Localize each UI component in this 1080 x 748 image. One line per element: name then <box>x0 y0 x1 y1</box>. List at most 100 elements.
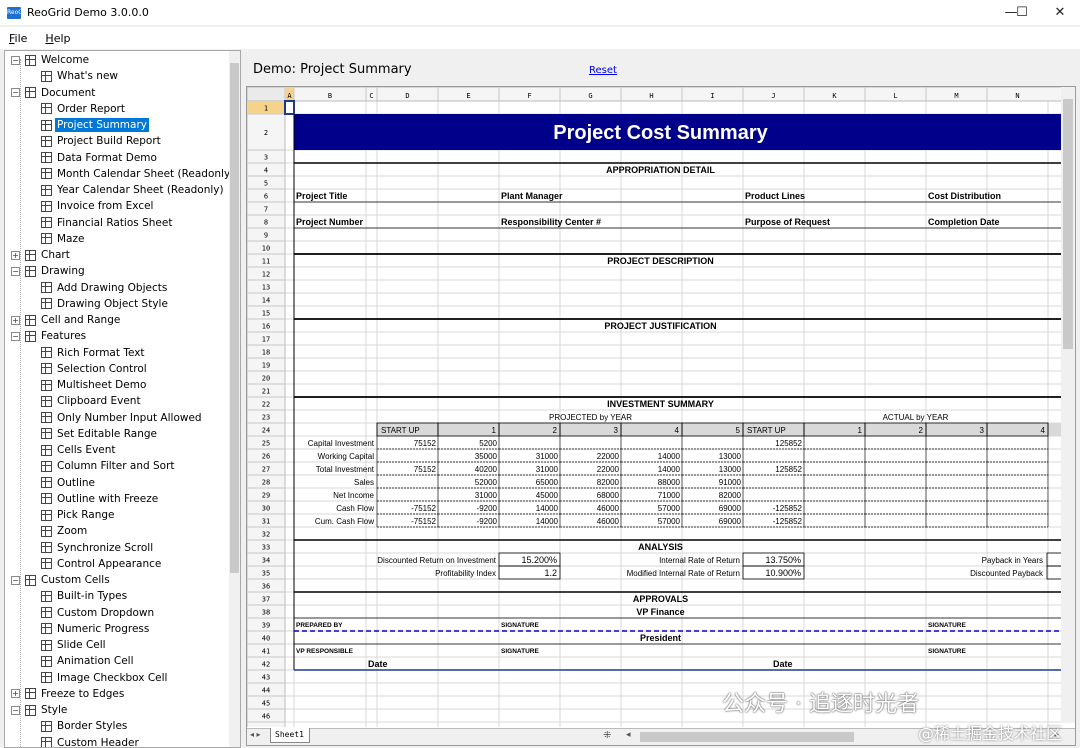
grid-horizontal-scrollbar-thumb[interactable] <box>640 732 854 742</box>
tree-item-column-filter-and-sort[interactable]: Column Filter and Sort <box>5 458 230 474</box>
sheet-icon <box>25 54 36 66</box>
expand-icon[interactable]: + <box>11 689 20 699</box>
tree-item-year-calendar-sheet-readonly[interactable]: Year Calendar Sheet (Readonly) <box>5 182 230 198</box>
analysis-value-box[interactable] <box>742 565 805 580</box>
investment-value: -75152 <box>411 504 436 513</box>
tree-scrollbar[interactable] <box>229 51 240 747</box>
analysis-label: Discounted Payback <box>970 569 1044 578</box>
active-column-header[interactable] <box>285 87 294 101</box>
expand-icon[interactable]: + <box>11 250 20 260</box>
tree-item-what-s-new[interactable]: What's new <box>5 68 230 84</box>
collapse-icon[interactable]: − <box>11 575 20 585</box>
tree-item-invoice-from-excel[interactable]: Invoice from Excel <box>5 198 230 214</box>
tree-item-control-appearance[interactable]: Control Appearance <box>5 556 230 572</box>
watermark-text: 公众号 · 追逐时光者 <box>722 692 919 717</box>
sheet-icon <box>41 493 52 505</box>
tree-item-label: Multisheet Demo <box>57 379 147 392</box>
grid-vertical-scrollbar[interactable] <box>1061 87 1075 723</box>
tree-item-rich-format-text[interactable]: Rich Format Text <box>5 345 230 361</box>
sheet-tab[interactable]: Sheet1 <box>270 728 310 743</box>
scroll-left-icon[interactable]: ◂ <box>626 730 631 740</box>
tree-item-multisheet-demo[interactable]: Multisheet Demo <box>5 377 230 393</box>
reset-link[interactable]: Reset <box>589 65 617 76</box>
menu-file[interactable]: File <box>9 31 28 45</box>
collapse-icon[interactable]: − <box>11 88 20 98</box>
tree-item-zoom[interactable]: Zoom <box>5 523 230 539</box>
tree-item-document[interactable]: − Document <box>5 85 230 101</box>
tree-item-project-build-report[interactable]: Project Build Report <box>5 133 230 149</box>
tree-item-slide-cell[interactable]: Slide Cell <box>5 637 230 653</box>
tree-item-synchronize-scroll[interactable]: Synchronize Scroll <box>5 540 230 556</box>
investment-header-label: 5 <box>736 426 741 435</box>
tree-item-set-editable-range[interactable]: Set Editable Range <box>5 426 230 442</box>
tree-item-outline-with-freeze[interactable]: Outline with Freeze <box>5 491 230 507</box>
sheet-nav-arrows-icon[interactable]: ◂ ▸ <box>250 730 261 739</box>
selected-cell[interactable] <box>284 100 295 115</box>
tree-item-drawing[interactable]: − Drawing <box>5 263 230 279</box>
close-button[interactable]: ✕ <box>1054 5 1066 20</box>
expand-icon[interactable]: + <box>11 315 20 325</box>
row-header-12: 12 <box>262 271 270 279</box>
grid-canvas[interactable]: A B C D E F G H I J K L M N12345678910111213141516171… <box>247 87 1076 727</box>
tree-item-clipboard-event[interactable]: Clipboard Event <box>5 393 230 409</box>
menu-help[interactable]: Help <box>45 31 71 45</box>
tree-item-features[interactable]: − Features <box>5 328 230 344</box>
tree-item-chart[interactable]: + Chart <box>5 247 230 263</box>
collapse-icon[interactable]: − <box>11 266 20 276</box>
sheet-resize-grip-icon[interactable]: ⁜ <box>603 730 612 741</box>
tree-item-month-calendar-sheet-readonly[interactable]: Month Calendar Sheet (Readonly) <box>5 166 234 182</box>
tree-item-label: Drawing Object Style <box>57 297 168 310</box>
tree-item-border-styles[interactable]: Border Styles <box>5 718 230 734</box>
tree-item-selection-control[interactable]: Selection Control <box>5 361 230 377</box>
prepared-by-label: PREPARED BY <box>296 622 343 629</box>
signature-label: SIGNATURE <box>501 648 539 655</box>
tree-item-numeric-progress[interactable]: Numeric Progress <box>5 621 230 637</box>
tree-item-welcome[interactable]: − Welcome <box>5 52 230 68</box>
tree-item-drawing-object-style[interactable]: Drawing Object Style <box>5 296 230 312</box>
tree-item-animation-cell[interactable]: Animation Cell <box>5 653 230 669</box>
investment-value: 88000 <box>658 478 681 487</box>
tree-item-maze[interactable]: Maze <box>5 231 230 247</box>
tree-item-custom-dropdown[interactable]: Custom Dropdown <box>5 605 230 621</box>
tree-item-cells-event[interactable]: Cells Event <box>5 442 230 458</box>
tree-item-financial-ratios-sheet[interactable]: Financial Ratios Sheet <box>5 215 230 231</box>
sheet-icon <box>41 217 52 229</box>
tree-item-outline[interactable]: Outline <box>5 475 230 491</box>
tree-item-pick-range[interactable]: Pick Range <box>5 507 230 523</box>
spreadsheet-grid[interactable]: A B C D E F G H I J K L M N 1 2 3 4 5 6 7 8 9 10 11 12 13 14 15 16 17 1… <box>246 86 1076 746</box>
tree-item-freeze-to-edges[interactable]: + Freeze to Edges <box>5 686 230 702</box>
row-header-41: 41 <box>262 648 270 656</box>
tree-item-style[interactable]: − Style <box>5 702 230 718</box>
collapse-icon[interactable]: − <box>11 705 20 715</box>
tree-item-custom-cells[interactable]: − Custom Cells <box>5 572 230 588</box>
row-header-46: 46 <box>262 713 270 721</box>
row-header-5: 5 <box>264 180 268 188</box>
tree-scrollbar-thumb[interactable] <box>230 63 239 573</box>
tree-item-only-number-input-allowed[interactable]: Only Number Input Allowed <box>5 410 230 426</box>
column-header-d: D <box>405 92 409 100</box>
tree-item-label: Project Build Report <box>57 135 161 148</box>
analysis-value-box[interactable] <box>498 565 561 580</box>
tree-item-data-format-demo[interactable]: Data Format Demo <box>5 150 230 166</box>
sheet-icon <box>41 639 52 651</box>
collapse-icon[interactable]: − <box>11 331 20 341</box>
active-row-header[interactable] <box>247 101 285 114</box>
tree-item-cell-and-range[interactable]: + Cell and Range <box>5 312 230 328</box>
sheet-icon <box>41 184 52 196</box>
tree-item-image-checkbox-cell[interactable]: Image Checkbox Cell <box>5 670 230 686</box>
corner-select-all[interactable] <box>247 87 286 102</box>
minimize-button[interactable]: — <box>1004 5 1018 20</box>
grid-vertical-scrollbar-thumb[interactable] <box>1063 99 1073 349</box>
tree-item-custom-header[interactable]: Custom Header <box>5 735 230 747</box>
tree-item-add-drawing-objects[interactable]: Add Drawing Objects <box>5 280 230 296</box>
tree-item-project-summary[interactable]: Project Summary <box>5 117 230 133</box>
tree-item-order-report[interactable]: Order Report <box>5 101 230 117</box>
tree-item-label: Document <box>41 86 96 99</box>
investment-row-label: Cash Flow <box>336 504 374 513</box>
scroll-right-icon[interactable]: ▸ <box>1054 730 1059 740</box>
investment-value: 52000 <box>475 478 498 487</box>
grid-horizontal-scrollbar[interactable]: ◂ ▸ <box>624 730 1061 744</box>
collapse-icon[interactable]: − <box>11 55 20 65</box>
maximize-button[interactable]: ☐ <box>1016 5 1028 20</box>
tree-item-built-in-types[interactable]: Built-in Types <box>5 588 230 604</box>
